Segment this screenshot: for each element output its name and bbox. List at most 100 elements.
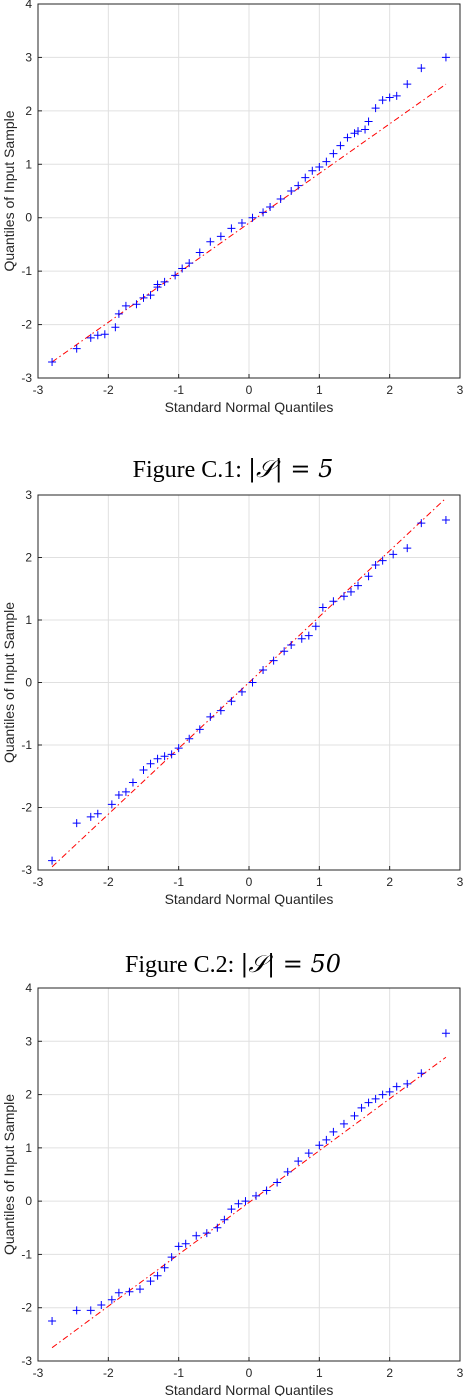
data-point [111,323,120,332]
y-tick-label: 0 [25,1194,32,1208]
x-axis-label: Standard Normal Quantiles [165,1382,334,1396]
data-point [146,291,155,300]
data-point [206,237,215,246]
y-tick-label: 3 [25,1034,32,1048]
data-point [146,1277,155,1286]
data-point [259,208,268,217]
y-tick-label: -3 [21,863,32,877]
data-point [125,1287,134,1296]
y-tick-label: -1 [21,738,32,752]
data-point [121,301,130,310]
y-axis-label: Quantiles of Input Sample [1,110,17,271]
data-point [403,1079,412,1088]
data-point [322,1135,331,1144]
y-tick-label: 4 [25,0,32,11]
y-tick-label: 4 [25,981,32,995]
data-point [48,1317,57,1326]
data-point [417,1069,426,1078]
y-tick-label: -3 [21,1354,32,1368]
data-point [121,787,130,796]
data-point [132,300,141,309]
data-point [304,631,313,640]
x-tick-label: -2 [103,875,114,889]
data-point [329,597,338,606]
data-point [441,516,450,524]
data-point [227,1205,236,1214]
x-tick-label: -2 [103,383,114,397]
data-point [153,280,162,289]
data-point [167,750,176,759]
x-tick-label: 3 [457,1366,464,1380]
x-tick-label: 2 [386,383,393,397]
data-point [216,232,225,241]
x-tick-label: 2 [386,875,393,889]
data-point [354,127,363,136]
x-tick-label: -3 [33,383,44,397]
x-tick-label: 1 [316,383,323,397]
data-point [346,587,355,596]
data-point [160,277,169,286]
data-point [378,1090,387,1099]
x-tick-label: -3 [33,875,44,889]
data-point [107,800,116,809]
data-point [276,195,285,204]
data-point [371,561,380,569]
data-point [361,125,370,134]
data-point [378,96,387,105]
data-point [248,213,257,222]
data-point [135,1285,144,1294]
x-tick-label: 0 [246,1366,253,1380]
data-point [350,1111,359,1120]
data-point [311,622,320,631]
data-point [287,641,296,649]
x-axis-label: Standard Normal Quantiles [165,399,334,415]
data-point [371,1094,380,1103]
data-point [354,581,363,590]
data-point [185,734,194,743]
data-point [241,1197,250,1206]
data-point [294,1157,303,1166]
y-tick-label: 1 [25,1141,32,1155]
data-point [139,766,148,774]
y-tick-label: 2 [25,551,32,565]
data-point [174,1242,183,1251]
data-point [392,91,401,100]
data-point [171,271,180,280]
data-point [86,1306,95,1315]
data-point [181,1239,190,1248]
x-tick-label: 3 [457,383,464,397]
data-point [392,1082,401,1091]
y-tick-label: 1 [25,613,32,627]
data-point [160,752,169,761]
data-point [202,1229,211,1238]
data-point [234,1199,243,1208]
data-point [227,697,236,706]
data-point [114,1288,123,1297]
data-point [160,1263,169,1272]
y-tick-label: 0 [25,211,32,225]
reference-line [51,83,447,363]
data-point [283,1167,292,1176]
data-point [308,166,317,175]
data-point [259,666,268,674]
data-point [357,1103,366,1112]
y-axis-label: Quantiles of Input Sample [1,1094,17,1255]
data-point [48,856,57,865]
x-tick-label: 2 [386,1366,393,1380]
data-point [371,104,380,113]
data-point [301,173,310,182]
data-point [93,809,102,818]
x-tick-label: -1 [173,383,184,397]
qq-plot-2: -3 -2 -1 0 1 2 3 -3 -2 -1 0 1 2 3 Standard Normal Quan… [1,488,464,907]
data-point [139,293,148,302]
data-point [192,1231,201,1240]
y-tick-label: 1 [25,157,32,171]
data-point [72,344,81,353]
data-point [364,117,373,126]
data-point [403,80,412,89]
data-point [350,129,359,138]
data-point [146,759,155,768]
data-point [195,248,204,257]
y-tick-label: 2 [25,1088,32,1102]
caption-label: Figure C.1: [132,457,242,483]
